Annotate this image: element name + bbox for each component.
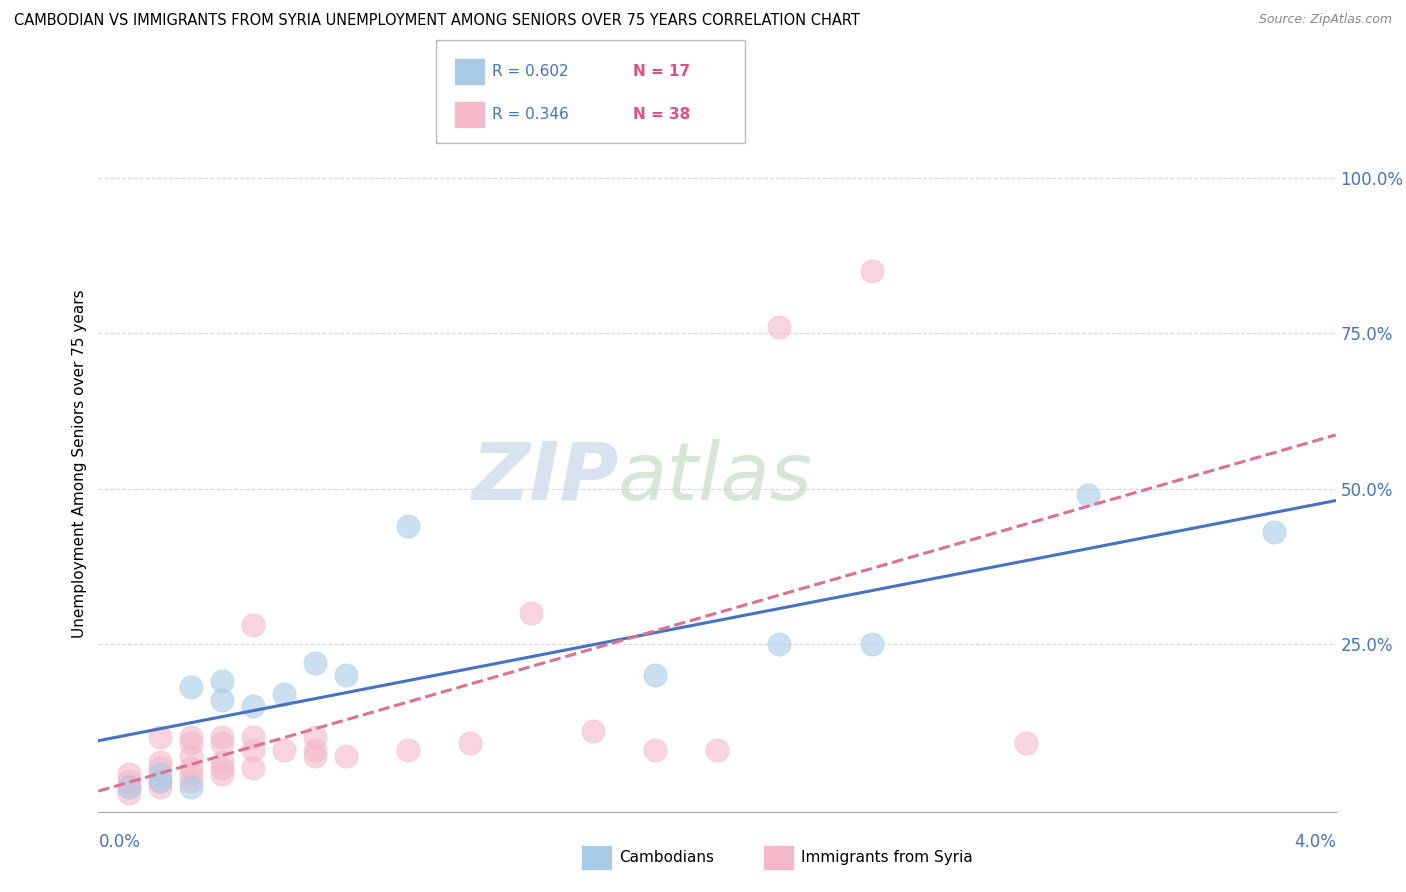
Text: R = 0.346: R = 0.346 [492,107,569,121]
Point [180,761,202,775]
Text: CAMBODIAN VS IMMIGRANTS FROM SYRIA UNEMPLOYMENT AMONG SENIORS OVER 75 YEARS CORR: CAMBODIAN VS IMMIGRANTS FROM SYRIA UNEMP… [14,13,860,29]
Text: 0.0%: 0.0% [98,833,141,852]
Y-axis label: Unemployment Among Seniors over 75 years: Unemployment Among Seniors over 75 years [72,290,87,638]
Point [458,736,481,750]
Point [1015,736,1038,750]
Point [180,736,202,750]
Text: N = 17: N = 17 [633,64,690,78]
Point [118,780,141,794]
Point [149,780,172,794]
Point [149,773,172,788]
Text: 4.0%: 4.0% [1294,833,1336,852]
Point [242,742,264,756]
Text: Cambodians: Cambodians [619,850,714,864]
Point [149,761,172,775]
Text: N = 38: N = 38 [633,107,690,121]
Point [860,637,883,651]
Point [180,773,202,788]
Point [118,780,141,794]
Point [118,786,141,800]
Point [180,780,202,794]
Point [242,761,264,775]
Point [242,730,264,744]
Point [211,736,233,750]
Point [118,773,141,788]
Text: ZIP: ZIP [471,439,619,516]
Point [520,606,543,620]
Point [180,730,202,744]
Point [211,730,233,744]
Point [582,723,605,738]
Point [644,742,666,756]
Point [860,264,883,278]
Point [706,742,728,756]
Point [211,755,233,769]
Point [304,742,326,756]
Point [768,637,790,651]
Point [396,742,419,756]
Point [273,687,295,701]
Point [118,767,141,781]
Text: R = 0.602: R = 0.602 [492,64,568,78]
Point [1263,525,1285,540]
Point [149,755,172,769]
Point [304,748,326,763]
Point [644,668,666,682]
Point [180,748,202,763]
Point [335,668,357,682]
Point [242,618,264,632]
Point [304,730,326,744]
Point [304,656,326,670]
Point [396,519,419,533]
Text: atlas: atlas [619,439,813,516]
Point [1077,488,1099,502]
Point [149,773,172,788]
Point [242,699,264,714]
Point [211,674,233,689]
Point [273,742,295,756]
Point [180,767,202,781]
Point [180,681,202,695]
Point [211,767,233,781]
Point [768,320,790,334]
Text: Source: ZipAtlas.com: Source: ZipAtlas.com [1258,13,1392,27]
Point [211,693,233,707]
Point [335,748,357,763]
Point [149,730,172,744]
Text: Immigrants from Syria: Immigrants from Syria [801,850,973,864]
Point [149,767,172,781]
Point [211,761,233,775]
